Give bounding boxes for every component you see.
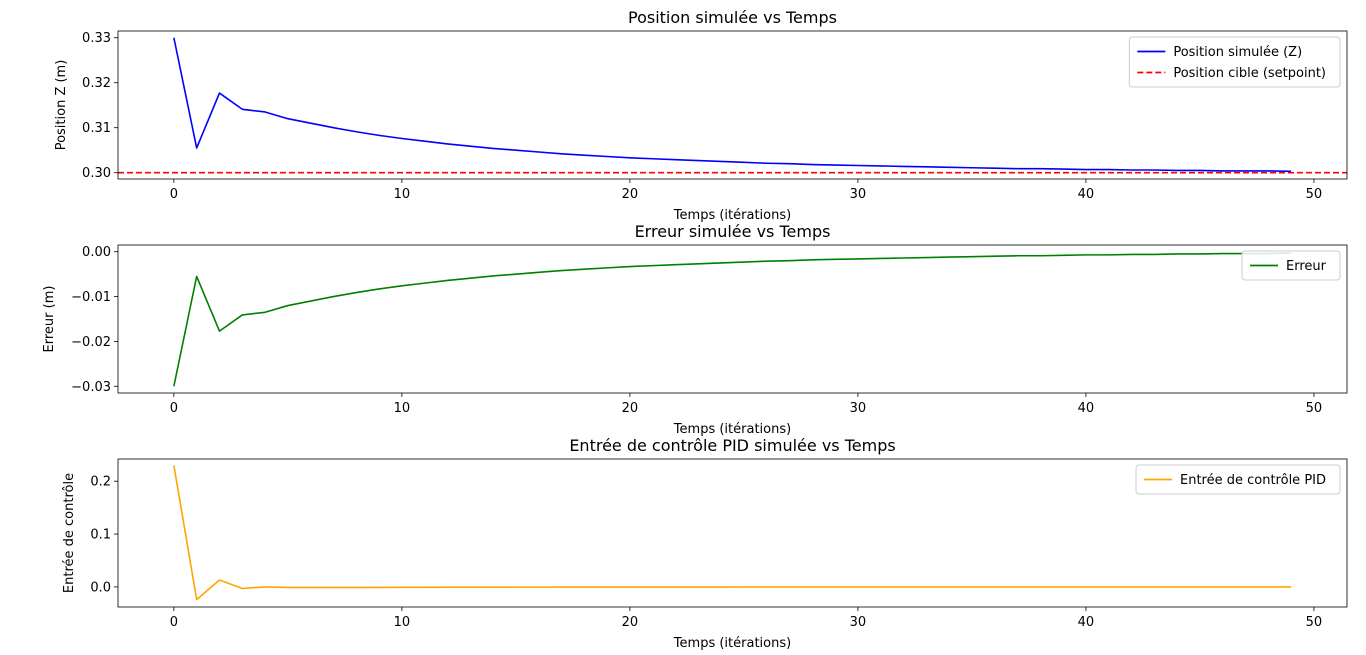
y-tick-label: −0.01 — [71, 290, 111, 305]
chart-title: Position simulée vs Temps — [628, 8, 837, 27]
legend-frame — [1241, 250, 1341, 281]
y-tick-label: 0.00 — [82, 245, 111, 260]
series-line — [173, 37, 1292, 173]
x-tick-label: 10 — [394, 187, 411, 202]
legend: Position simulée (Z) Position cible (setp… — [1128, 36, 1341, 88]
subplot-3: Entrée de contrôle PID simulée vs Temps 0… — [62, 436, 1348, 651]
x-tick-label: 30 — [850, 401, 867, 416]
y-axis-label: Erreur (m) — [42, 286, 57, 353]
series-line — [173, 252, 1292, 387]
y-tick-label: 0.30 — [82, 166, 111, 181]
x-tick-label: 50 — [1306, 615, 1323, 630]
x-tick-label: 10 — [394, 401, 411, 416]
legend-label: Position cible (setpoint) — [1173, 66, 1326, 81]
y-axis-label: Entrée de contrôle — [62, 473, 77, 593]
series-line — [173, 465, 1292, 601]
chart-title: Erreur simulée vs Temps — [635, 222, 831, 241]
y-tick-label: 0.0 — [90, 580, 111, 595]
x-axis-label: Temps (itérations) — [673, 422, 791, 437]
axes-frame — [117, 458, 1348, 608]
x-axis-label: Temps (itérations) — [673, 636, 791, 651]
x-tick-label: 30 — [850, 615, 867, 630]
legend: Erreur — [1241, 250, 1341, 281]
x-tick-label: 30 — [850, 187, 867, 202]
legend-label: Position simulée (Z) — [1173, 45, 1302, 60]
y-tick-label: 0.2 — [90, 475, 111, 490]
chart-title: Entrée de contrôle PID simulée vs Temps — [569, 436, 895, 455]
y-axis-label: Position Z (m) — [54, 60, 69, 151]
y-tick-label: 0.32 — [82, 76, 111, 91]
y-tick-label: 0.33 — [82, 31, 111, 46]
x-tick-label: 20 — [622, 401, 639, 416]
x-tick-label: 20 — [622, 615, 639, 630]
subplot-2: Erreur simulée vs Temps 0 10 20 30 40 50 −0.03 −… — [42, 222, 1348, 437]
y-tick-label: −0.03 — [71, 380, 111, 395]
x-tick-label: 0 — [170, 187, 178, 202]
axes-frame — [117, 244, 1348, 394]
x-tick-label: 50 — [1306, 187, 1323, 202]
x-tick-label: 20 — [622, 187, 639, 202]
x-tick-label: 50 — [1306, 401, 1323, 416]
x-tick-label: 40 — [1078, 401, 1095, 416]
x-tick-label: 0 — [170, 615, 178, 630]
x-tick-label: 10 — [394, 615, 411, 630]
y-tick-label: −0.02 — [71, 335, 111, 350]
legend-frame — [1128, 36, 1341, 88]
x-tick-label: 0 — [170, 401, 178, 416]
legend: Entrée de contrôle PID — [1135, 464, 1341, 495]
x-axis-label: Temps (itérations) — [673, 208, 791, 223]
legend-label: Erreur — [1286, 259, 1327, 274]
axes-frame — [117, 30, 1348, 180]
x-tick-label: 40 — [1078, 187, 1095, 202]
legend-label: Entrée de contrôle PID — [1180, 473, 1326, 488]
y-tick-label: 0.1 — [90, 528, 111, 543]
y-tick-label: 0.31 — [82, 121, 111, 136]
subplot-1: Position simulée vs Temps 0 10 20 30 40 50 0.30… — [54, 8, 1348, 223]
legend-frame — [1135, 464, 1341, 495]
x-tick-label: 40 — [1078, 615, 1095, 630]
